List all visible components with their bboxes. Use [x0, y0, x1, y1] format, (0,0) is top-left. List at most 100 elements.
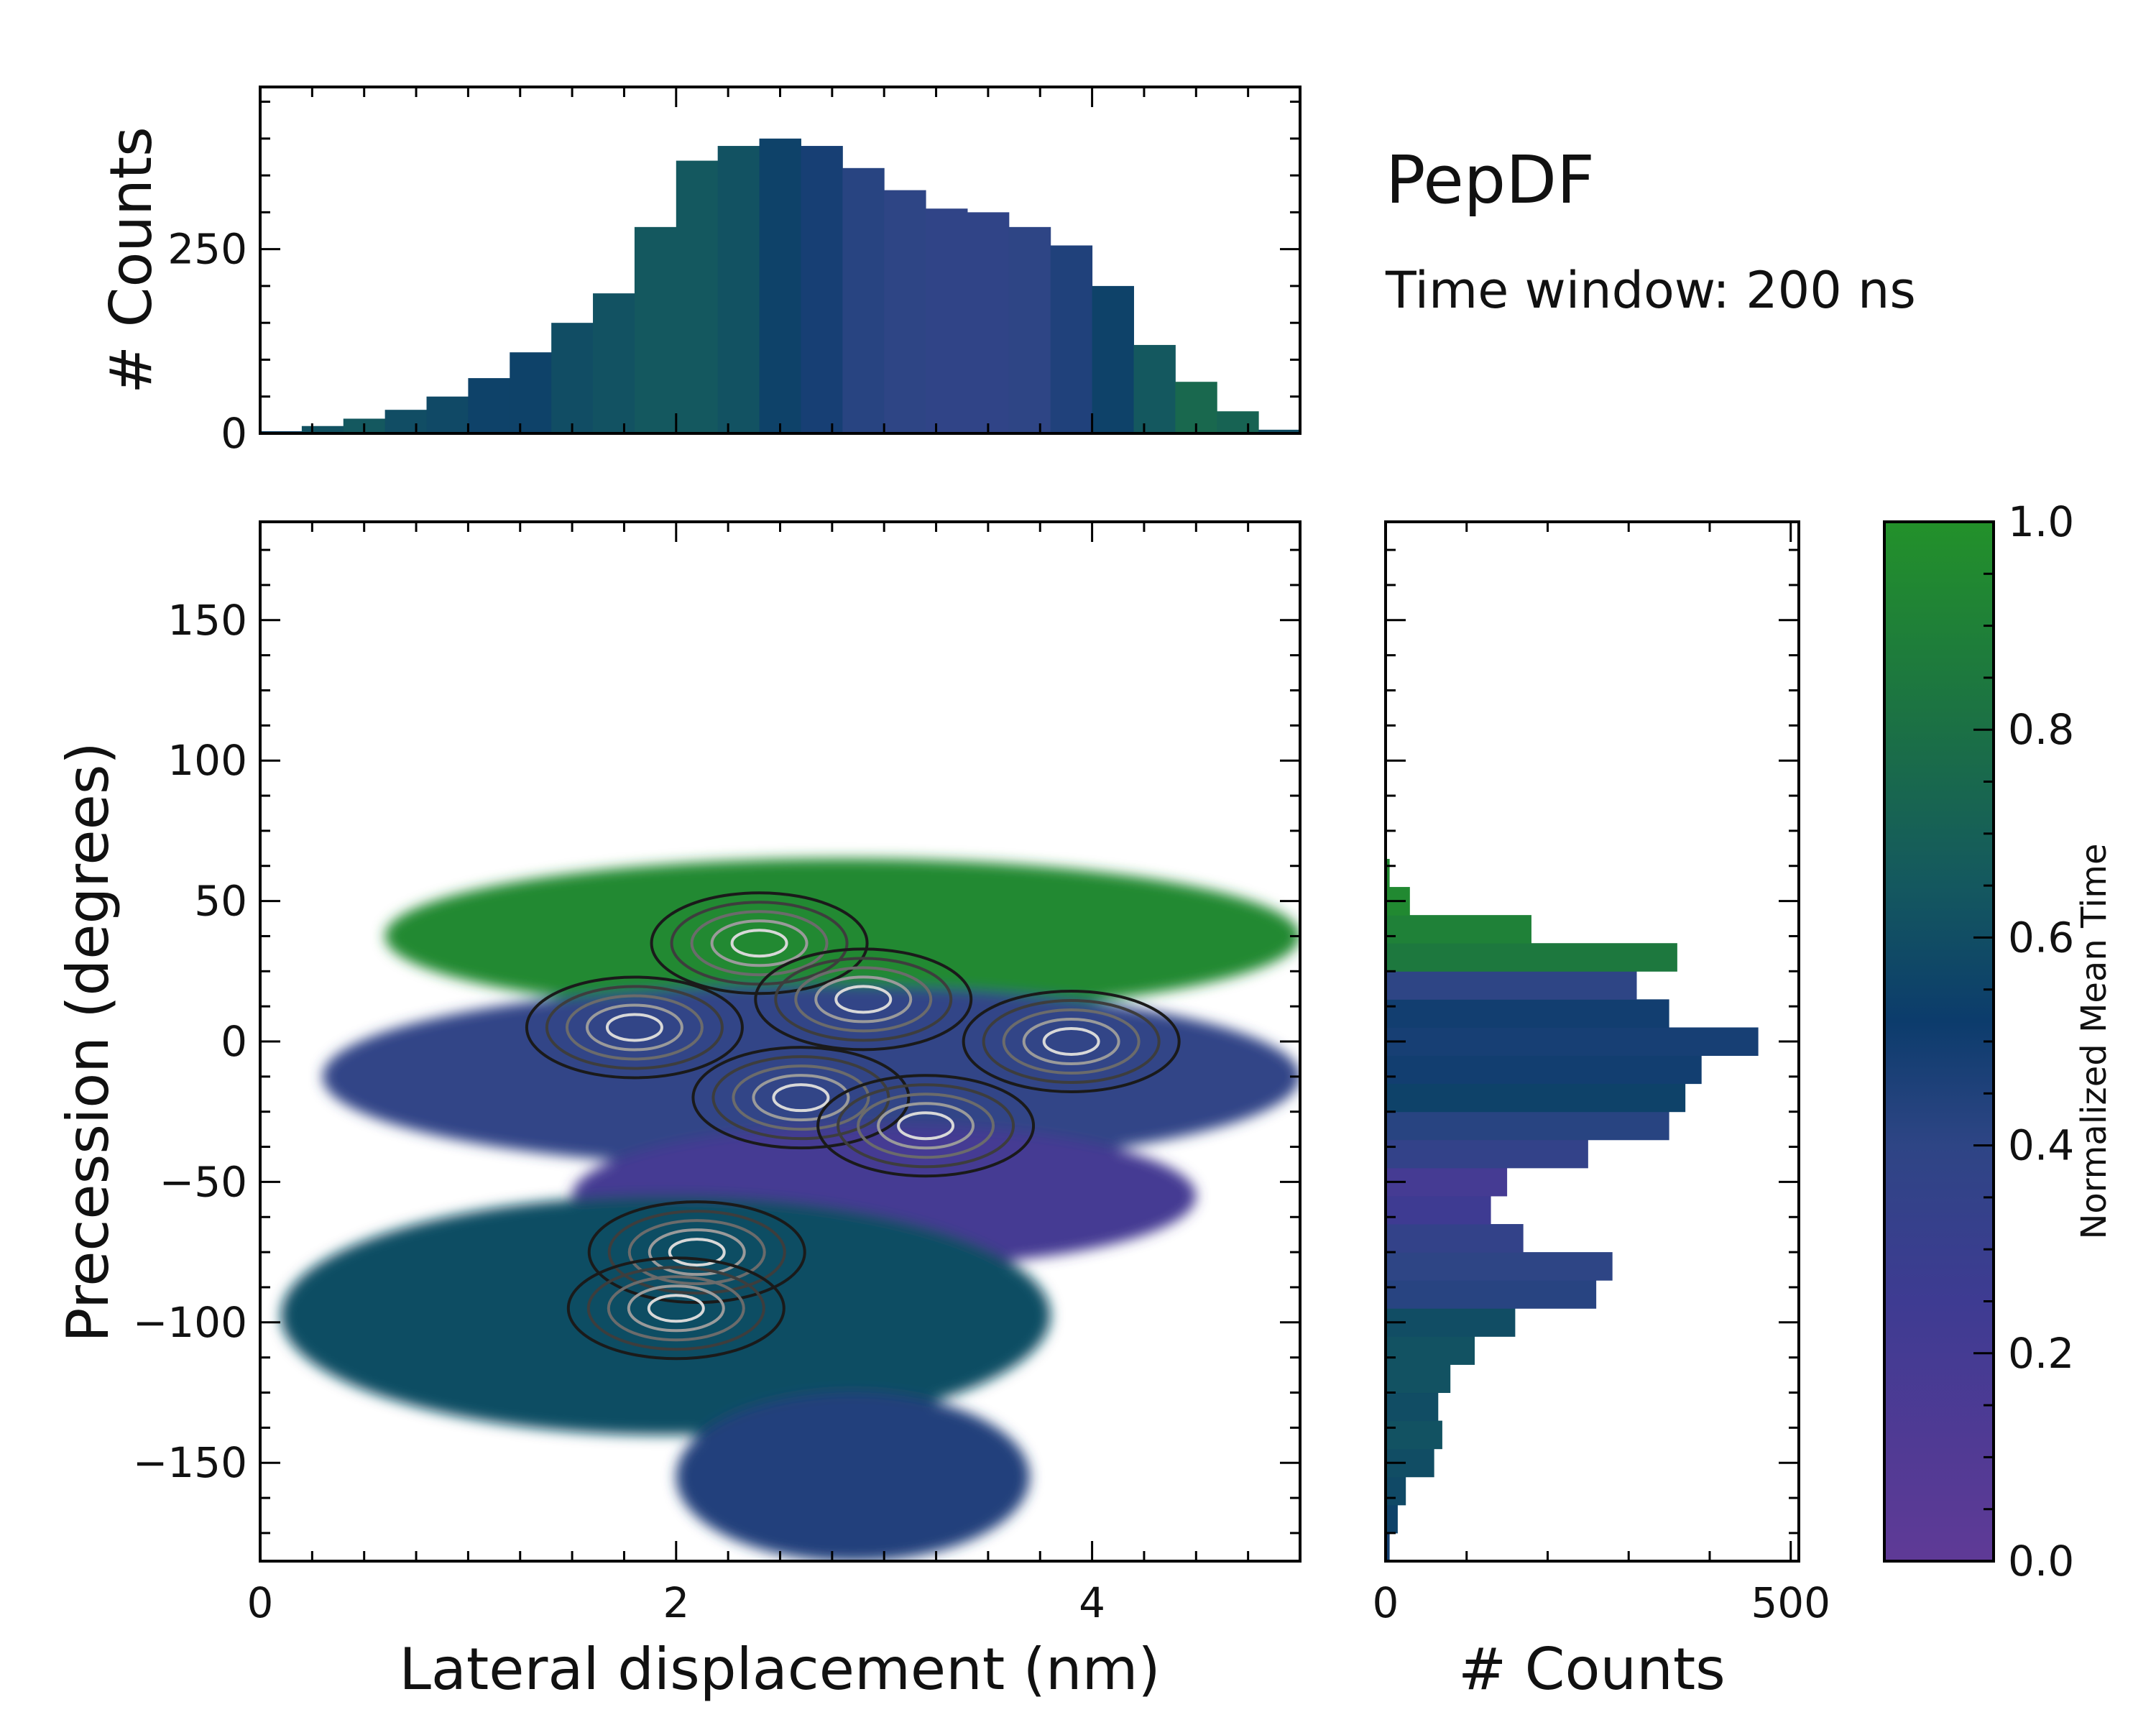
right-histogram-bar	[1386, 1476, 1406, 1506]
colorbar-label: Normalized Mean Time	[2074, 844, 2114, 1240]
density-contour	[586, 1266, 765, 1351]
density-contour	[627, 1219, 766, 1286]
right-histogram-bar	[1386, 971, 1637, 1000]
right-histogram-bar	[1386, 1532, 1390, 1562]
right-histogram-bar	[1386, 1139, 1588, 1169]
density-contour	[691, 1046, 911, 1150]
density-contour	[607, 1275, 745, 1342]
top-histogram-bar	[384, 410, 428, 433]
top-histogram-bar	[1217, 411, 1259, 433]
density-contour	[814, 975, 913, 1024]
main-ylabel: Precession (degrees)	[55, 742, 121, 1343]
density-contour	[816, 1074, 1036, 1178]
right-histogram-xtick-labels: 0 500	[1373, 1578, 1831, 1627]
heatmap-region-upper-green-band	[384, 858, 1300, 1014]
density-contour	[711, 1055, 890, 1141]
colorbar-tick-label: 0.2	[2008, 1329, 2074, 1378]
right-histogram-bars	[1386, 858, 1759, 1562]
density-contour	[566, 1256, 786, 1361]
top-histogram-bar	[551, 323, 594, 433]
density-contour	[834, 985, 893, 1014]
density-contour	[525, 975, 744, 1080]
main-ytick-label: −100	[133, 1298, 247, 1347]
right-histogram-bar	[1386, 999, 1669, 1028]
right-histogram-bar	[1386, 1111, 1669, 1141]
density-contour	[1022, 1018, 1120, 1065]
top-histogram-bar	[801, 146, 843, 434]
right-histogram-bar	[1386, 1083, 1686, 1113]
right-histogram-bar	[1386, 1167, 1508, 1197]
right-histogram-bar	[1386, 943, 1677, 972]
main-frame	[259, 520, 1302, 1563]
main-ytick-label: −50	[160, 1157, 247, 1206]
density-contour	[647, 1294, 705, 1323]
right-histogram-bar	[1386, 1280, 1597, 1309]
main-xtick-label: 2	[663, 1578, 689, 1627]
colorbar-tick-label: 0.6	[2008, 913, 2074, 962]
density-contour	[607, 1210, 786, 1295]
top-histogram-bar	[593, 293, 635, 433]
density-contour	[545, 985, 724, 1070]
density-contour	[648, 1228, 746, 1276]
density-contour	[754, 947, 973, 1052]
main-ytick-label: 50	[194, 877, 247, 926]
top-histogram-bar	[884, 190, 926, 433]
right-histogram-bar	[1386, 1195, 1491, 1225]
top-ytick-label: 250	[167, 225, 247, 274]
density-contour	[752, 1074, 850, 1122]
density-contour	[982, 999, 1161, 1084]
top-histogram: 0 250 # Counts	[98, 86, 1302, 458]
right-histogram-bar	[1386, 1252, 1613, 1281]
heatmap-regions	[280, 858, 1300, 1561]
right-histogram-bar	[1386, 1055, 1702, 1085]
colorbar-gradient	[1884, 522, 1994, 1561]
density-contour	[605, 1013, 663, 1042]
colorbar-tick-label: 0.0	[2008, 1537, 2074, 1586]
density-contour	[857, 1092, 995, 1159]
top-histogram-bars	[260, 138, 1301, 434]
main-heatmap-layer	[280, 858, 1300, 1561]
density-contour	[837, 1083, 1015, 1169]
top-histogram-bar	[759, 138, 801, 433]
right-histogram: 0 500 # Counts	[1373, 520, 1831, 1703]
density-contour	[772, 1083, 830, 1113]
top-histogram-ticks	[259, 87, 1302, 435]
right-histogram-bar	[1386, 1308, 1516, 1337]
top-histogram-ylabel: # Counts	[98, 126, 165, 394]
density-contour	[710, 919, 808, 967]
density-contour	[877, 1102, 975, 1150]
chart-title: PepDF	[1386, 142, 1595, 218]
top-histogram-bar	[468, 378, 510, 433]
main-ytick-label: 0	[221, 1017, 247, 1066]
density-contour	[1002, 1008, 1141, 1075]
top-histogram-bar	[1133, 344, 1176, 433]
top-histogram-bar	[676, 160, 719, 433]
right-histogram-bar	[1386, 1392, 1439, 1422]
right-xtick-label: 0	[1373, 1578, 1399, 1627]
density-contour	[650, 891, 869, 995]
density-contours	[525, 891, 1181, 1361]
right-histogram-bar	[1386, 1336, 1475, 1365]
main-xtick-label: 0	[247, 1578, 274, 1627]
colorbar-tick-label: 0.8	[2008, 705, 2074, 754]
colorbar-tick-label: 0.4	[2008, 1121, 2074, 1170]
main-xlabel: Lateral displacement (nm)	[399, 1636, 1160, 1703]
main-ytick-labels: −150 −100 −50 0 50 100 150	[133, 596, 247, 1487]
density-contour	[774, 957, 953, 1042]
main-ytick-label: 150	[167, 596, 247, 645]
main-panel: 0 2 4 −150 −100 −50 0 50 100 150 Lateral displac…	[55, 520, 1302, 1703]
density-contour	[690, 910, 829, 977]
top-histogram-bar	[510, 352, 552, 433]
right-histogram-ticks	[1384, 522, 1799, 1561]
density-contour	[1042, 1027, 1100, 1056]
density-contour	[668, 1238, 726, 1267]
right-histogram-bar	[1386, 915, 1531, 944]
density-contour	[565, 994, 704, 1061]
top-histogram-bar	[717, 146, 760, 434]
right-histogram-bar	[1386, 1504, 1398, 1534]
density-contour	[587, 1200, 806, 1305]
main-ytick-label: −150	[133, 1438, 247, 1487]
density-contour	[732, 1064, 870, 1131]
right-histogram-bar	[1386, 858, 1390, 888]
top-ytick-label: 0	[221, 409, 247, 458]
